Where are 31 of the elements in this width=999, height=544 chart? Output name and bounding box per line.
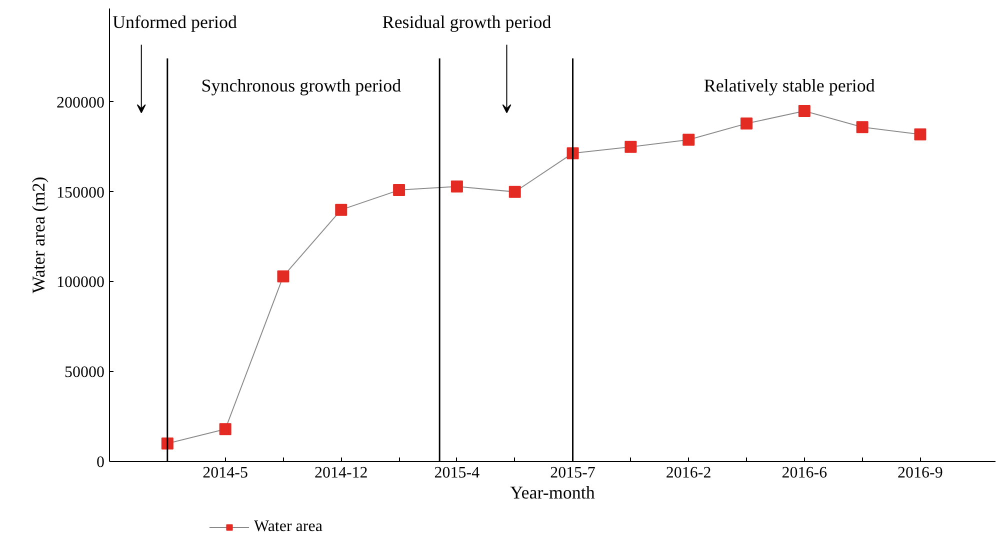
point xyxy=(393,184,406,196)
annotation: Unformed period xyxy=(112,12,237,32)
x-tick-label: 2015-4 xyxy=(434,464,480,482)
x-tick-label: 2014-12 xyxy=(314,464,368,482)
x-tick-label: 2016-2 xyxy=(666,464,712,482)
y-axis-title: Water area (m2) xyxy=(28,176,48,294)
point xyxy=(740,118,752,130)
annotation: Residual growth period xyxy=(382,12,552,32)
point xyxy=(624,140,637,153)
point xyxy=(682,134,695,146)
point xyxy=(856,121,868,134)
point xyxy=(798,104,810,117)
point xyxy=(219,423,232,436)
x-tick-label: 2015-7 xyxy=(550,464,596,482)
x-tick-label: 2016-6 xyxy=(782,464,828,482)
y-tick-label: 0 xyxy=(96,454,104,471)
point xyxy=(450,180,463,192)
y-tick-label: 50000 xyxy=(64,364,104,382)
x-axis-title: Year-month xyxy=(510,482,595,502)
y-tick-label: 150000 xyxy=(56,184,104,202)
point xyxy=(335,204,348,216)
x-tick-label: 2016-9 xyxy=(898,464,943,482)
point xyxy=(277,270,290,282)
y-tick-label: 100000 xyxy=(56,274,104,292)
annotation: Relatively stable period xyxy=(704,76,875,96)
point xyxy=(508,186,521,198)
point xyxy=(914,128,926,140)
annotation: Synchronous growth period xyxy=(201,76,402,96)
legend-label: Water area xyxy=(254,518,322,536)
x-tick-label: 2014-5 xyxy=(202,464,248,482)
y-tick-label: 200000 xyxy=(56,94,104,112)
